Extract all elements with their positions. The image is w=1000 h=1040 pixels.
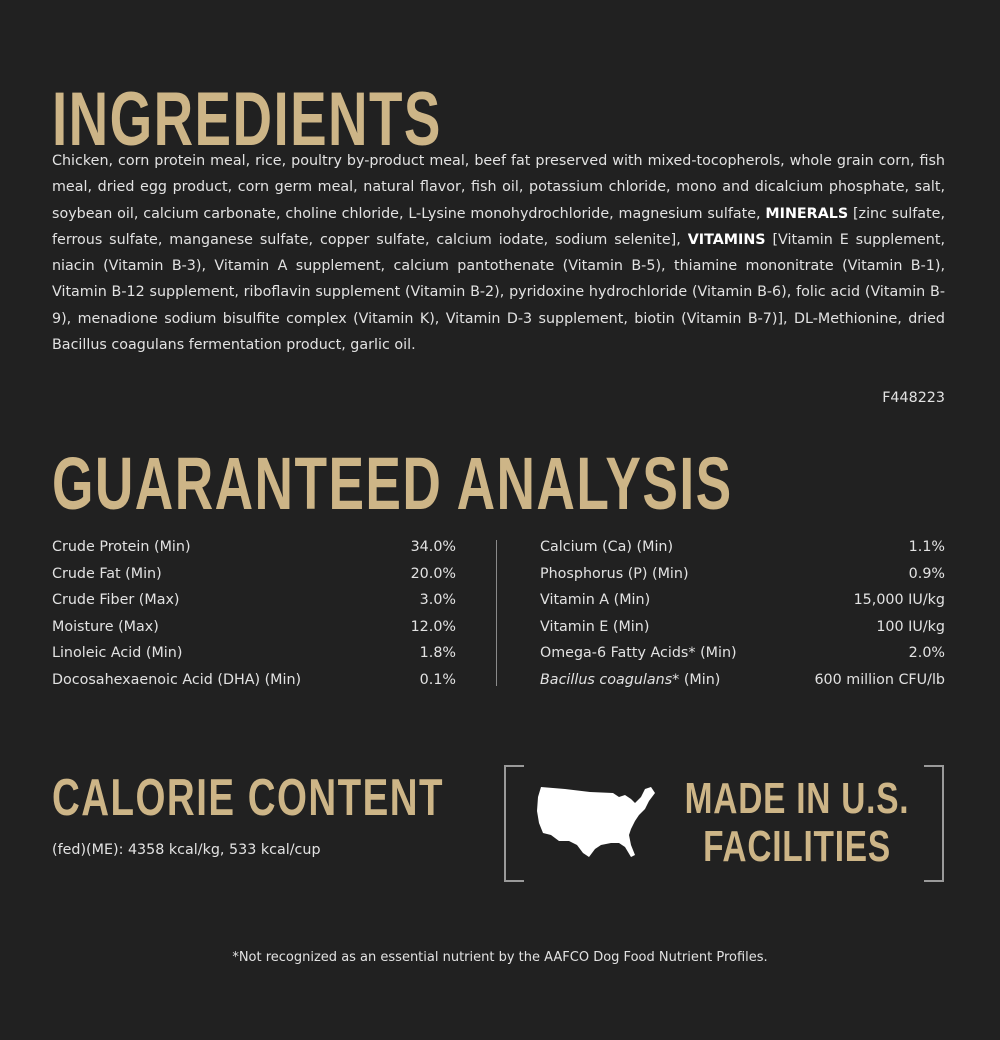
vitamins-label: VITAMINS [687, 231, 766, 248]
nutrient-value: 600 million CFU/lb [814, 671, 945, 688]
column-divider [496, 540, 497, 686]
analysis-row: Crude Protein (Min) 34.0% [52, 534, 456, 561]
analysis-row: Omega-6 Fatty Acids* (Min) 2.0% [540, 640, 945, 667]
calorie-content-heading: CALORIE CONTENT [52, 769, 445, 827]
analysis-row: Phosphorus (P) (Min) 0.9% [540, 561, 945, 588]
usa-map-icon [537, 787, 655, 857]
made-in-usa-text: MADE IN U.S. FACILITIES [683, 775, 911, 871]
nutrient-label: Moisture (Max) [52, 618, 159, 635]
nutrient-label: Bacillus coagulans* (Min) [540, 667, 720, 694]
badge-line-2: FACILITIES [703, 822, 891, 871]
label-suffix: * (Min) [672, 671, 721, 688]
nutrient-label: Calcium (Ca) (Min) [540, 539, 674, 555]
ingredients-part: [Vitamin E supplement, niacin (Vitamin B… [52, 231, 946, 354]
nutrient-label: Omega-6 Fatty Acids* (Min) [540, 645, 737, 662]
footnote: *Not recognized as an essential nutrient… [232, 950, 768, 965]
ingredients-heading: INGREDIENTS [52, 77, 442, 162]
analysis-row: Crude Fiber (Max) 3.0% [52, 587, 456, 614]
nutrient-value: 0.1% [419, 671, 456, 688]
nutrient-value: 15,000 IU/kg [853, 592, 945, 609]
analysis-row: Moisture (Max) 12.0% [52, 614, 456, 641]
nutrient-value: 1.8% [419, 645, 456, 662]
nutrient-label: Vitamin E (Min) [540, 618, 650, 635]
ingredients-part: [zinc sulfate, ferrous sulfate, manganes… [52, 205, 945, 248]
nutrient-value: 20.0% [410, 565, 456, 582]
analysis-row: Vitamin A (Min) 15,000 IU/kg [540, 587, 945, 614]
nutrient-label: Docosahexaenoic Acid (DHA) (Min) [52, 671, 302, 688]
analysis-row: Bacillus coagulans* (Min) 600 million CFU… [540, 667, 945, 694]
analysis-right-column: Calcium (Ca) (Min) 1.1% Phosphorus (P) (M… [540, 534, 945, 694]
analysis-row: Linoleic Acid (Min) 1.8% [52, 640, 456, 667]
italic-label: Bacillus coagulans [540, 671, 673, 688]
nutrient-value: 1.1% [908, 539, 945, 555]
nutrient-label: Linoleic Acid (Min) [52, 645, 183, 662]
analysis-row: Crude Fat (Min) 20.0% [52, 561, 456, 588]
nutrient-label: Phosphorus (P) (Min) [540, 565, 689, 582]
nutrient-value: 12.0% [410, 618, 456, 635]
nutrient-label: Crude Fiber (Max) [52, 592, 180, 609]
nutrient-value: 2.0% [908, 645, 945, 662]
analysis-row: Vitamin E (Min) 100 IU/kg [540, 614, 945, 641]
analysis-left-column: Crude Protein (Min) 34.0% Crude Fat (Min)… [52, 534, 456, 694]
nutrient-label: Crude Protein (Min) [52, 539, 191, 555]
minerals-label: MINERALS [765, 205, 849, 222]
calorie-text: (fed)(ME): 4358 kcal/kg, 533 kcal/cup [52, 842, 321, 858]
right-bracket [924, 765, 944, 882]
nutrient-value: 3.0% [419, 592, 456, 609]
guaranteed-analysis-heading: GUARANTEED ANALYSIS [52, 442, 733, 525]
ingredients-text: Chicken, corn protein meal, rice, poultr… [52, 148, 945, 358]
analysis-row: Docosahexaenoic Acid (DHA) (Min) 0.1% [52, 667, 456, 694]
nutrient-value: 0.9% [908, 565, 945, 582]
nutrient-value: 34.0% [410, 539, 456, 555]
badge-line-1: MADE IN U.S. [684, 774, 910, 823]
nutrient-value: 100 IU/kg [876, 618, 945, 635]
nutrient-label: Crude Fat (Min) [52, 565, 162, 582]
analysis-row: Calcium (Ca) (Min) 1.1% [540, 534, 945, 561]
nutrient-label: Vitamin A (Min) [540, 592, 651, 609]
left-bracket [504, 765, 524, 882]
ingredients-part: Chicken, corn protein meal, rice, poultr… [52, 153, 945, 222]
product-code: F448223 [882, 390, 945, 406]
